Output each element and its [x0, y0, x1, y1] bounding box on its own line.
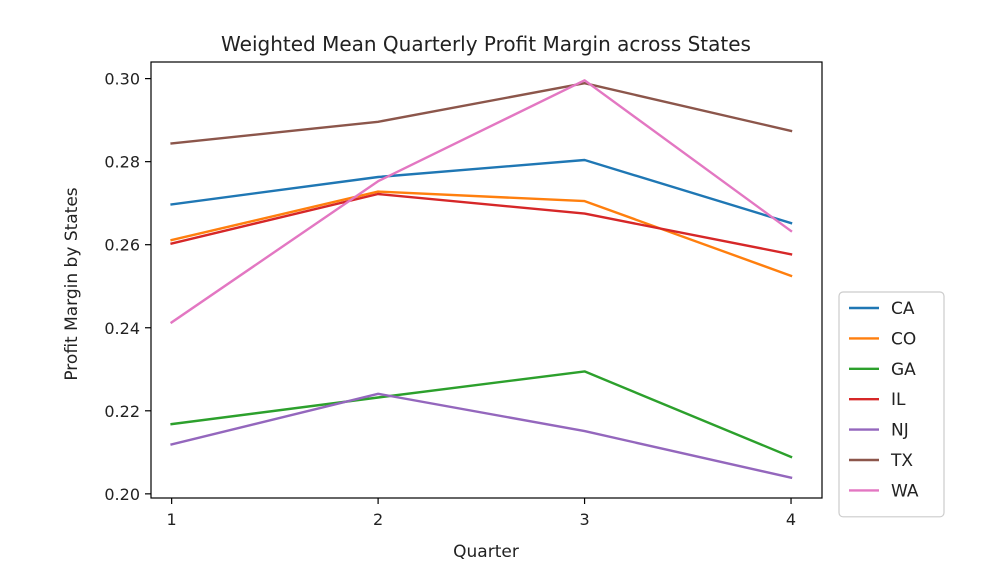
plot-area: 1 2 3 4 0.20 0.22 0.24 0.26 0.28 0.30 [104, 61, 823, 529]
legend-label-wa: WA [891, 481, 919, 501]
legend-label-nj: NJ [891, 421, 909, 441]
y-axis-label: Profit Margin by States [62, 187, 82, 380]
x-tick-label-1: 1 [167, 510, 177, 529]
chart-title: Weighted Mean Quarterly Profit Margin ac… [221, 32, 751, 56]
series-line-tx [170, 81, 793, 145]
legend: CA CO GA IL NJ TX WA [838, 291, 945, 518]
series-line-wa [169, 79, 793, 325]
legend-label-tx: TX [890, 451, 913, 471]
legend-label-ga: GA [891, 360, 916, 380]
x-tick-label-3: 3 [579, 510, 589, 529]
series-line-ga [170, 370, 793, 459]
y-tick-label-0.22: 0.22 [104, 402, 140, 421]
legend-label-co: CO [891, 329, 916, 349]
legend-label-il: IL [891, 390, 906, 410]
series-line-ca [170, 158, 793, 225]
x-tick-label-4: 4 [786, 510, 796, 529]
y-tick-label-0.24: 0.24 [104, 319, 140, 338]
x-axis-label: Quarter [453, 542, 519, 562]
plot-frame [150, 61, 823, 499]
y-tick-label-0.20: 0.20 [104, 485, 140, 504]
x-tick-label-2: 2 [373, 510, 383, 529]
y-tick-label-0.26: 0.26 [104, 236, 140, 255]
series-line-co [170, 190, 793, 278]
series-line-nj [170, 392, 793, 480]
legend-label-ca: CA [891, 299, 915, 319]
y-tick-label-0.28: 0.28 [104, 153, 140, 172]
series-line-il [170, 192, 793, 256]
y-tick-label-0.30: 0.30 [104, 70, 140, 89]
